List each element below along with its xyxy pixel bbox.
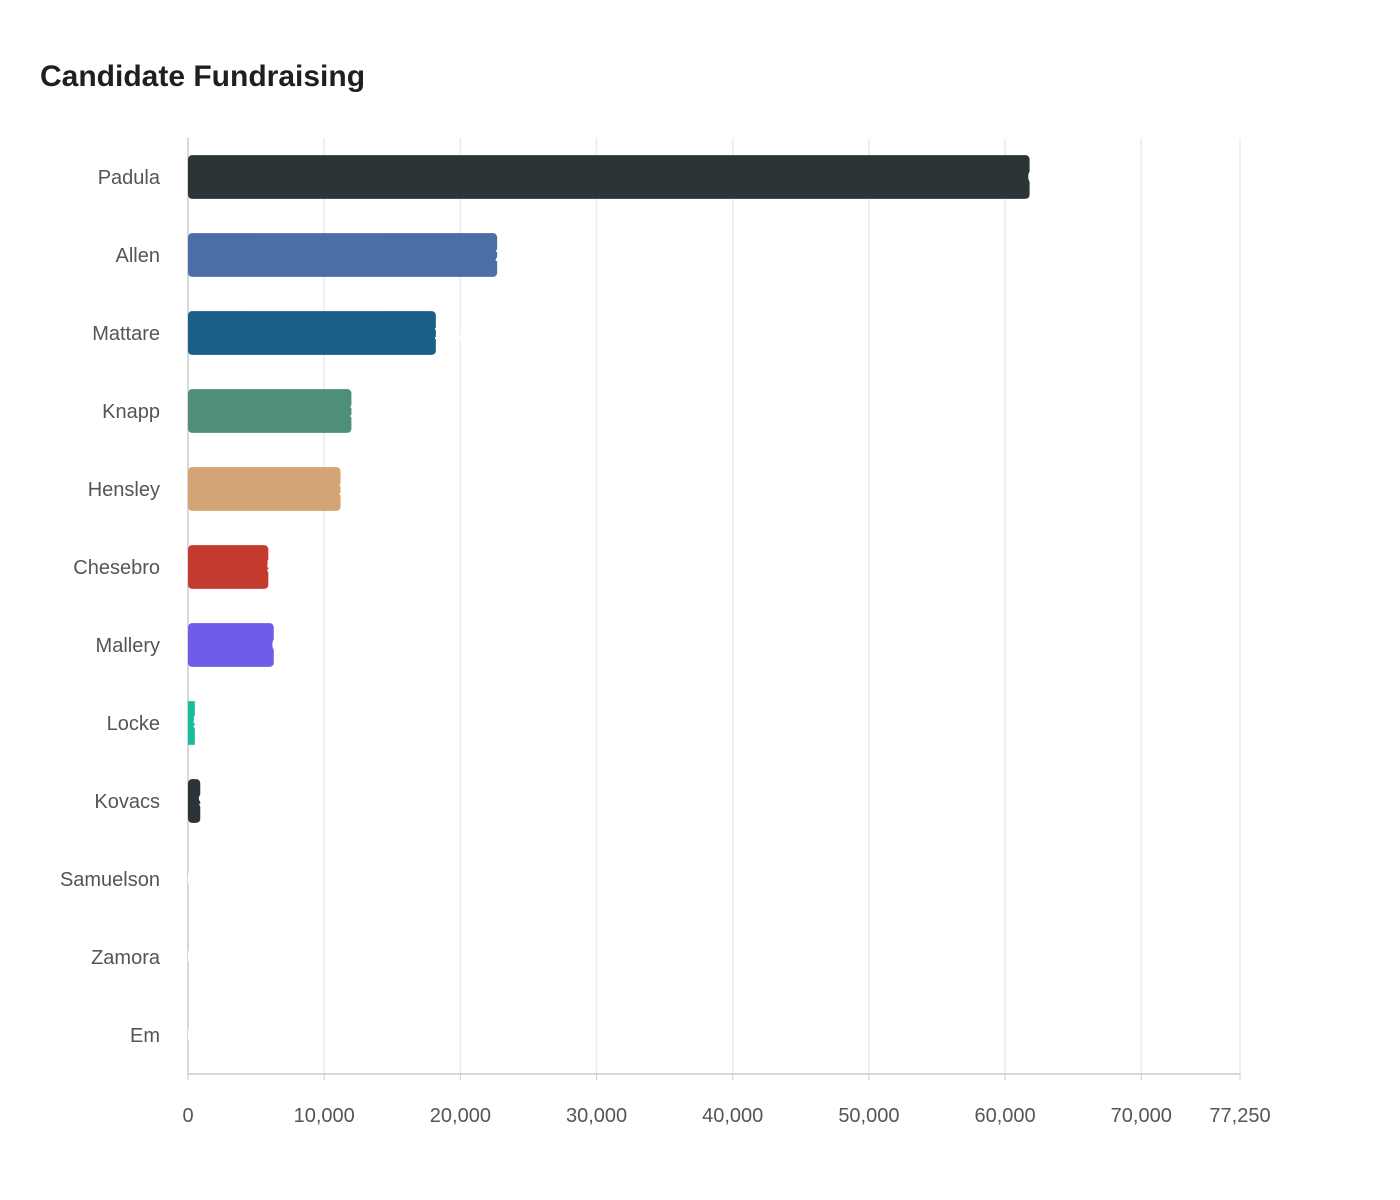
value-label: 500 xyxy=(193,713,223,733)
x-tick-labels: 0 10,000 20,000 30,000 40,000 50,000 60,000 70,… xyxy=(182,1105,1270,1127)
bar-kovacs xyxy=(188,779,201,823)
category-label: Padula xyxy=(98,167,161,189)
x-tick-label: 50,000 xyxy=(838,1105,899,1127)
bar-knapp xyxy=(188,389,352,433)
value-label: 6,300 xyxy=(272,635,317,655)
bar-hensley xyxy=(188,467,341,511)
x-tick-label: 30,000 xyxy=(566,1105,627,1127)
bar-chesebro xyxy=(188,545,269,589)
category-labels: Padula Allen Mattare Knapp Hensley Chesebro Ma… xyxy=(60,167,161,1047)
value-label: 5,900 xyxy=(266,557,311,577)
category-label: Allen xyxy=(116,245,160,267)
value-label: 12,000 xyxy=(349,401,404,421)
category-label: Chesebro xyxy=(73,557,160,579)
category-label: Mattare xyxy=(92,323,160,345)
x-tick-label: 70,000 xyxy=(1111,1105,1172,1127)
x-tick-label: 0 xyxy=(182,1105,193,1127)
bar-allen xyxy=(188,233,498,277)
value-label: 0 xyxy=(186,869,196,889)
bar-locke xyxy=(188,701,195,745)
value-label: 11,200 xyxy=(339,479,393,499)
category-label: Kovacs xyxy=(94,791,160,813)
gridlines xyxy=(323,138,1241,1074)
axes xyxy=(187,138,1241,1080)
x-tick-label: 20,000 xyxy=(430,1105,491,1127)
value-label: 900 xyxy=(198,791,228,811)
x-tick-label: 77,250 xyxy=(1209,1105,1270,1127)
bar-padula xyxy=(188,155,1030,199)
value-label: 0 xyxy=(186,1025,196,1045)
bar-mattare xyxy=(188,311,436,355)
category-label: Hensley xyxy=(88,479,160,501)
x-tick-label: 40,000 xyxy=(702,1105,763,1127)
value-label: 18,200 xyxy=(434,323,489,343)
x-tick-label: 60,000 xyxy=(975,1105,1036,1127)
chart-title: Candidate Fundraising xyxy=(40,60,366,93)
category-label: Mallery xyxy=(96,635,160,657)
value-label: 0 xyxy=(186,947,196,967)
bar-mallery xyxy=(188,623,274,667)
category-label: Knapp xyxy=(102,401,160,423)
value-labels: 61,800 22,700 18,200 12,000 11,200 5,900 6,300… xyxy=(186,167,1083,1045)
category-label: Locke xyxy=(107,713,160,735)
value-label: 22,700 xyxy=(495,245,550,265)
category-label: Em xyxy=(130,1025,160,1047)
bars xyxy=(188,155,1030,823)
value-label: 61,800 xyxy=(1028,167,1083,187)
x-tick-label: 10,000 xyxy=(294,1105,355,1127)
category-label: Zamora xyxy=(91,947,161,969)
category-label: Samuelson xyxy=(60,869,160,891)
